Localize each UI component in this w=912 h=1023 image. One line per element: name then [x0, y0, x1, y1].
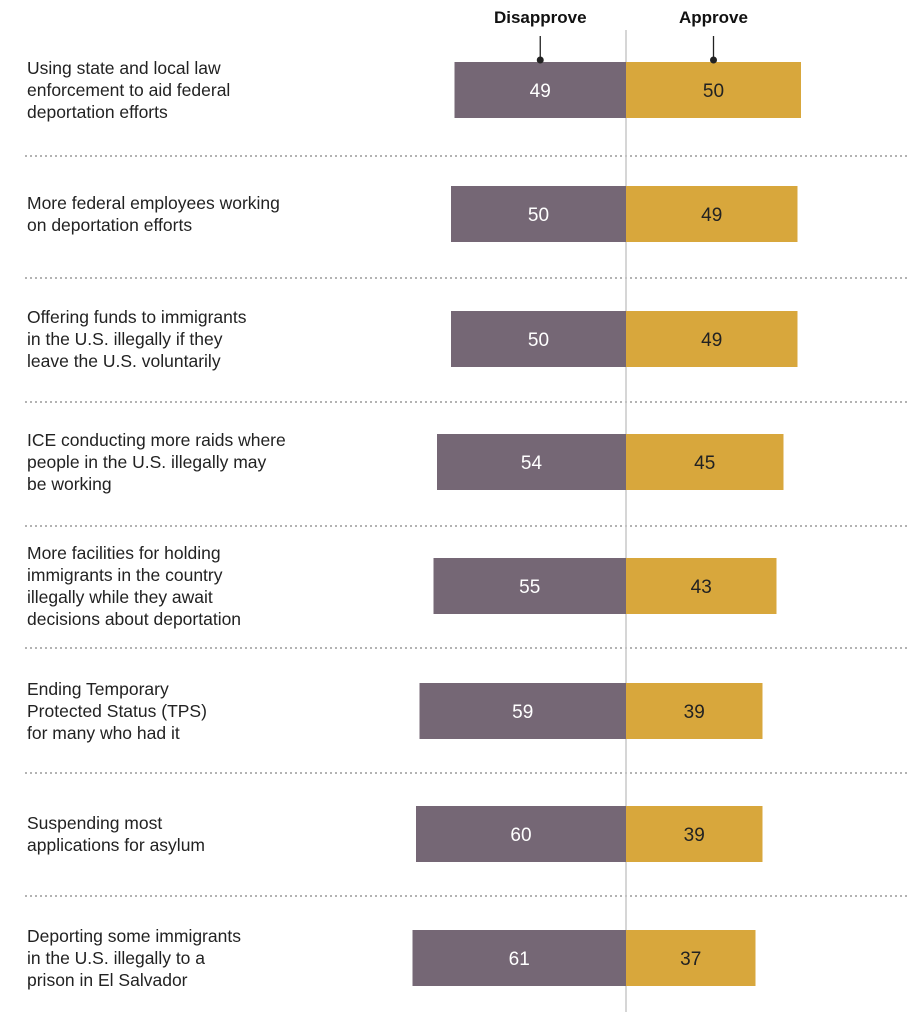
legend-pointer-dot — [536, 56, 544, 64]
category-label-line: Suspending most — [27, 813, 163, 833]
value-label-disapprove: 55 — [519, 577, 540, 598]
category-label-line: applications for asylum — [27, 835, 205, 855]
bar-disapprove — [419, 683, 626, 739]
value-label-approve: 39 — [684, 825, 705, 846]
category-label-line: decisions about deportation — [27, 609, 242, 629]
category-label-line: in the U.S. illegally to a — [27, 948, 206, 968]
category-label-line: in the U.S. illegally if they — [27, 329, 223, 349]
value-label-approve: 43 — [691, 577, 712, 598]
bar-disapprove — [454, 62, 626, 118]
value-label-disapprove: 61 — [509, 949, 530, 970]
category-label-line: illegally while they await — [27, 587, 213, 607]
bar-approve — [626, 186, 798, 242]
category-label-line: leave the U.S. voluntarily — [27, 351, 221, 371]
bar-approve — [626, 558, 777, 614]
category-label-line: ICE conducting more raids where — [27, 430, 286, 450]
bar-disapprove — [433, 558, 626, 614]
value-label-approve: 37 — [680, 949, 701, 970]
category-label: Using state and local law enforcement to … — [27, 57, 407, 123]
category-label-line: Protected Status (TPS) — [27, 701, 207, 721]
category-label: More facilities for holding immigrants in… — [27, 542, 407, 630]
category-label-line: immigrants in the country — [27, 565, 223, 585]
category-label-line: Deporting some immigrants — [27, 926, 241, 946]
bar-approve — [626, 683, 763, 739]
category-label: Deporting some immigrants in the U.S. ill… — [27, 925, 407, 991]
category-label-line: More federal employees working — [27, 193, 280, 213]
category-label: ICE conducting more raids where people in… — [27, 429, 407, 495]
bar-approve — [626, 930, 756, 986]
bar-disapprove — [412, 930, 626, 986]
value-label-approve: 49 — [701, 205, 722, 226]
category-label-line: on deportation efforts — [27, 215, 193, 235]
category-label-line: prison in El Salvador — [27, 970, 188, 990]
category-label-line: enforcement to aid federal — [27, 80, 231, 100]
bar-disapprove — [437, 434, 626, 490]
bar-approve — [626, 434, 784, 490]
category-label-line: for many who had it — [27, 723, 180, 743]
legend-label-disapprove: Disapprove — [493, 8, 587, 27]
bar-disapprove — [451, 311, 626, 367]
value-label-approve: 39 — [684, 702, 705, 723]
bar-approve — [626, 62, 801, 118]
bar-approve — [626, 311, 798, 367]
category-label-line: deportation efforts — [27, 102, 168, 122]
value-label-disapprove: 50 — [528, 205, 549, 226]
category-label: More federal employees working on deporta… — [27, 192, 407, 236]
bar-disapprove — [451, 186, 626, 242]
value-label-disapprove: 50 — [528, 330, 549, 351]
legend-label-approve: Approve — [679, 8, 748, 27]
category-label-line: More facilities for holding — [27, 543, 221, 563]
legend-pointer-dot — [710, 56, 717, 64]
bar-approve — [626, 806, 763, 862]
category-label-line: people in the U.S. illegally may — [27, 452, 267, 472]
value-label-disapprove: 49 — [530, 81, 551, 102]
value-label-disapprove: 59 — [512, 702, 533, 723]
bar-disapprove — [416, 806, 626, 862]
category-label-line: Ending Temporary — [27, 679, 169, 699]
category-label: Ending Temporary Protected Status (TPS) fo… — [27, 678, 407, 744]
category-label: Suspending most applications for asylum — [27, 812, 407, 856]
value-label-approve: 49 — [701, 330, 722, 351]
category-label-line: be working — [27, 474, 112, 494]
value-label-approve: 50 — [703, 81, 724, 102]
value-label-disapprove: 54 — [521, 453, 543, 474]
category-label-line: Using state and local law — [27, 58, 221, 78]
category-label: Offering funds to immigrants in the U.S. … — [27, 306, 407, 372]
value-label-approve: 45 — [694, 453, 715, 474]
category-label-line: Offering funds to immigrants — [27, 307, 247, 327]
value-label-disapprove: 60 — [510, 825, 531, 846]
